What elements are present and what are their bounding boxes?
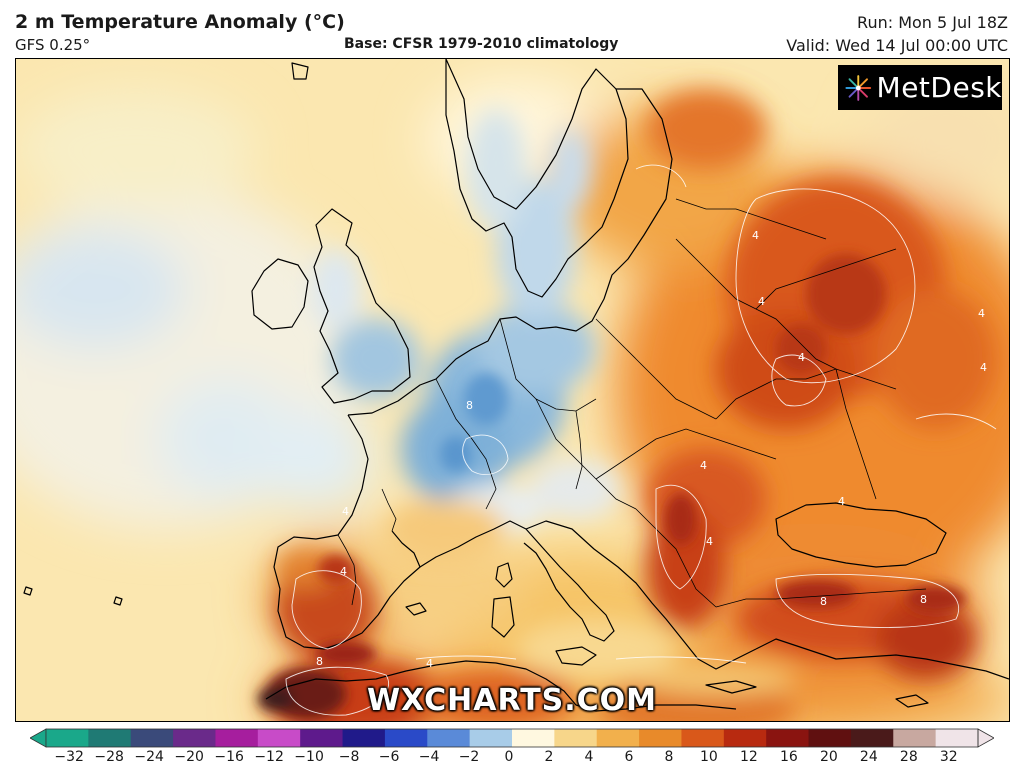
colorbar-segment [850,729,894,747]
contour-label: 4 [758,295,765,308]
colorbar-segment [384,729,428,747]
contour-label: 4 [340,565,347,578]
contour-label: 4 [980,361,987,374]
colorbar-segment [766,729,810,747]
contour-labels: 4 4 4 4 8 4 8 4 4 8 8 4 4 8 4 4 [316,229,987,670]
colorbar-tick-label: −2 [458,749,480,765]
chart-title: 2 m Temperature Anomaly (°C) [15,11,345,33]
colorbar-segment [88,729,132,747]
contour-label: 4 [342,505,349,518]
colorbar-segment [469,729,513,747]
colorbar-segment [681,729,725,747]
run-time-label: Run: Mon 5 Jul 18Z [857,13,1008,32]
colorbar-tick-label: 2 [544,749,554,765]
colorbar-tick-label: −10 [294,749,324,765]
colorbar-tick-label: 12 [739,749,758,765]
contour-label: 4 [426,657,433,670]
colorbar-tick-label: 24 [859,749,878,765]
contour-label: 4 [838,495,845,508]
colorbar-left-arrow [30,728,47,748]
contour-label: 4 [700,459,707,472]
valid-time-label: Valid: Wed 14 Jul 00:00 UTC [786,36,1008,55]
colorbar-tick-label: 0 [504,749,514,765]
anomaly-contours [285,164,997,716]
colorbar-segment [808,729,852,747]
base-climatology-label: Base: CFSR 1979-2010 climatology [344,36,619,52]
colorbar-segment [554,729,598,747]
colorbar-segment [342,729,386,747]
contour-label: 8 [920,593,927,606]
contour-label: 4 [706,535,713,548]
colorbar-segment [723,729,767,747]
colorbar-tick-label: 8 [664,749,674,765]
colorbar-segment [639,729,682,747]
colorbar-tick-label: 16 [779,749,798,765]
colorbar-tick-label: −24 [134,749,164,765]
colorbar-segment [215,729,259,747]
colorbar-tick-label: −32 [54,749,84,765]
colorbar-right-arrow [977,728,994,748]
colorbar-segment [46,729,89,747]
contour-label: 8 [466,399,473,412]
colorbar-segment [893,729,937,747]
map-canvas: 4 4 4 4 8 4 8 4 4 8 8 4 4 8 4 4 [16,59,1009,721]
contour-label: 4 [978,307,985,320]
colorbar-segment [512,729,555,747]
colorbar-tick-label: 28 [899,749,918,765]
colorbar-segment [257,729,301,747]
colorbar-segment [173,729,216,747]
colorbar-frame [45,728,979,748]
colorbar-segment [935,729,979,747]
colorbar-tick-label: −16 [214,749,244,765]
anomaly-map: 4 4 4 4 8 4 8 4 4 8 8 4 4 8 4 4 [15,58,1010,722]
contour-label: 8 [820,595,827,608]
colorbar-tick-label: −4 [418,749,440,765]
colorbar-segment [596,729,640,747]
colorbar-tick-label: −12 [254,749,284,765]
colorbar-segment [300,729,344,747]
colorbar-segment [130,729,174,747]
watermark: WXCHARTS.COM [366,683,658,718]
colorbar-tick-label: −6 [378,749,400,765]
contour-label: 4 [798,351,805,364]
colorbar-labels: −32 −28 −24 −20 −16 −12 −10 −8 −6 −4 −2 0 2 4 6 8 10 12 16… [0,749,1024,773]
colorbar-tick-label: −20 [174,749,204,765]
country-borders [337,198,927,608]
colorbar-tick-label: 32 [939,749,958,765]
colorbar-tick-label: 10 [699,749,718,765]
colorbar-tick-label: 6 [624,749,634,765]
colorbar-tick-label: 20 [819,749,838,765]
contour-label: 8 [316,655,323,668]
colorbar-tick-label: −8 [338,749,360,765]
colorbar [30,728,994,748]
coastlines [23,59,1009,712]
colorbar-tick-label: −28 [94,749,124,765]
contour-label: 4 [752,229,759,242]
colorbar-tick-label: 4 [584,749,594,765]
colorbar-segment [427,729,471,747]
logo-text: MetDesk [876,71,1002,104]
metdesk-logo: MetDesk [838,65,1002,110]
model-label: GFS 0.25° [15,36,91,54]
starburst-logo-icon [845,74,872,101]
